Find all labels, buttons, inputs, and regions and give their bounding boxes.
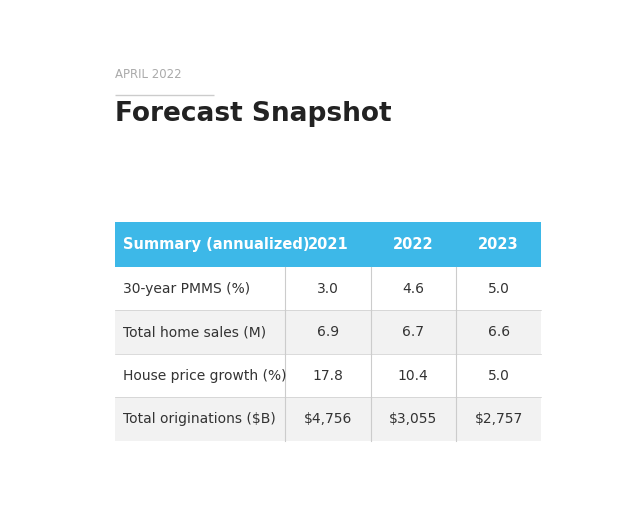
Text: 5.0: 5.0 [488, 369, 509, 383]
Text: 6.7: 6.7 [403, 325, 424, 339]
Text: 4.6: 4.6 [403, 282, 424, 295]
Text: 30-year PMMS (%): 30-year PMMS (%) [123, 282, 250, 295]
Text: $4,756: $4,756 [304, 412, 352, 426]
FancyBboxPatch shape [115, 267, 541, 310]
Text: House price growth (%): House price growth (%) [123, 369, 286, 383]
Text: 10.4: 10.4 [398, 369, 429, 383]
Text: 6.6: 6.6 [488, 325, 509, 339]
FancyBboxPatch shape [115, 222, 541, 267]
Text: 2023: 2023 [478, 237, 519, 252]
Text: 17.8: 17.8 [312, 369, 344, 383]
Text: Forecast Snapshot: Forecast Snapshot [115, 101, 391, 127]
Text: 3.0: 3.0 [317, 282, 339, 295]
Text: 6.9: 6.9 [317, 325, 339, 339]
FancyBboxPatch shape [115, 397, 541, 441]
Text: 2022: 2022 [393, 237, 434, 252]
Text: 5.0: 5.0 [488, 282, 509, 295]
FancyBboxPatch shape [115, 354, 541, 397]
Text: 2021: 2021 [308, 237, 348, 252]
Text: Total originations ($B): Total originations ($B) [123, 412, 275, 426]
Text: $2,757: $2,757 [474, 412, 523, 426]
Text: APRIL 2022: APRIL 2022 [115, 68, 181, 82]
Text: Total home sales (M): Total home sales (M) [123, 325, 266, 339]
Text: $3,055: $3,055 [389, 412, 437, 426]
Text: Summary (annualized): Summary (annualized) [123, 237, 309, 252]
FancyBboxPatch shape [115, 310, 541, 354]
